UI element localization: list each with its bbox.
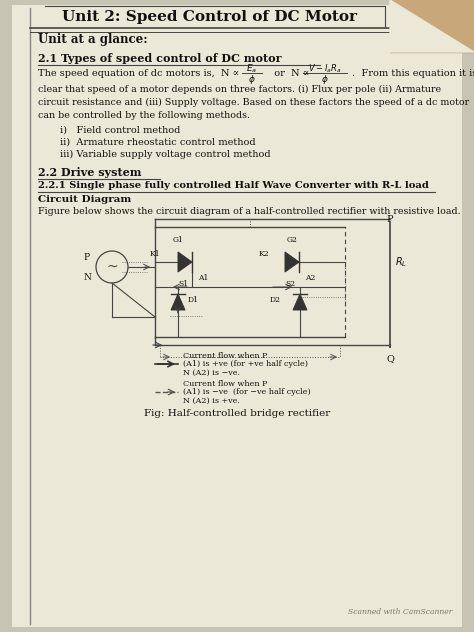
Text: S1: S1 — [178, 280, 188, 288]
Text: $R_L$: $R_L$ — [395, 255, 407, 269]
Text: A1: A1 — [198, 274, 209, 282]
Text: K1: K1 — [149, 250, 160, 258]
Polygon shape — [293, 294, 307, 310]
Text: A2: A2 — [305, 274, 315, 282]
Text: Figure below shows the circuit diagram of a half-controlled rectifier with resis: Figure below shows the circuit diagram o… — [38, 207, 461, 217]
Text: Q: Q — [386, 354, 394, 363]
Text: Circuit Diagram: Circuit Diagram — [38, 195, 131, 204]
Text: 2.2.1 Single phase fully controlled Half Wave Converter with R-L load: 2.2.1 Single phase fully controlled Half… — [38, 181, 429, 190]
Text: $E_a$: $E_a$ — [246, 63, 257, 75]
Text: circuit resistance and (iii) Supply voltage. Based on these factors the speed of: circuit resistance and (iii) Supply volt… — [38, 97, 469, 107]
Text: S2: S2 — [285, 280, 295, 288]
Text: $\phi$: $\phi$ — [248, 73, 256, 85]
Text: clear that speed of a motor depends on three factors. (i) Flux per pole (ii) Arm: clear that speed of a motor depends on t… — [38, 85, 441, 94]
Text: Current flow when P: Current flow when P — [183, 380, 267, 388]
Text: 2.1 Types of speed control of DC motor: 2.1 Types of speed control of DC motor — [38, 52, 282, 63]
Text: 2.2 Drive system: 2.2 Drive system — [38, 166, 142, 178]
Text: iii) Variable supply voltage control method: iii) Variable supply voltage control met… — [60, 149, 271, 159]
Polygon shape — [390, 0, 474, 52]
Text: K2: K2 — [258, 250, 269, 258]
Polygon shape — [285, 252, 299, 272]
Text: P: P — [84, 253, 90, 262]
Text: D2: D2 — [270, 296, 281, 304]
Text: (A1) is +ve (for +ve half cycle): (A1) is +ve (for +ve half cycle) — [183, 360, 308, 368]
Polygon shape — [171, 294, 185, 310]
Text: can be controlled by the following methods.: can be controlled by the following metho… — [38, 111, 250, 119]
Text: The speed equation of dc motors is,  N ∝: The speed equation of dc motors is, N ∝ — [38, 70, 246, 78]
Text: or  N ∝: or N ∝ — [268, 70, 316, 78]
Text: Unit 2: Speed Control of DC Motor: Unit 2: Speed Control of DC Motor — [63, 10, 357, 24]
Text: (A1) is −ve  (for −ve half cycle): (A1) is −ve (for −ve half cycle) — [183, 388, 311, 396]
Text: D1: D1 — [188, 296, 199, 304]
Polygon shape — [178, 252, 192, 272]
Text: Unit at a glance:: Unit at a glance: — [38, 33, 147, 47]
Text: ii)  Armature rheostatic control method: ii) Armature rheostatic control method — [60, 138, 255, 147]
Text: .  From this equation it is: . From this equation it is — [352, 70, 474, 78]
Text: G2: G2 — [287, 236, 298, 244]
Text: Fig: Half-controlled bridge rectifier: Fig: Half-controlled bridge rectifier — [144, 410, 330, 418]
Polygon shape — [390, 0, 474, 52]
Text: N (A2) is −ve.: N (A2) is −ve. — [183, 369, 240, 377]
Polygon shape — [390, 0, 474, 52]
Text: $V - I_a R_a$: $V - I_a R_a$ — [308, 63, 342, 75]
Text: i)   Field control method: i) Field control method — [60, 126, 181, 135]
Text: P: P — [387, 215, 393, 224]
Text: ~: ~ — [106, 260, 118, 274]
Text: Current flow when P: Current flow when P — [183, 352, 267, 360]
Text: $\phi$: $\phi$ — [321, 73, 329, 85]
Text: N: N — [83, 272, 91, 281]
Text: G1: G1 — [173, 236, 184, 244]
Text: N (A2) is +ve.: N (A2) is +ve. — [183, 397, 240, 405]
Text: Scanned with CamScanner: Scanned with CamScanner — [348, 608, 452, 616]
